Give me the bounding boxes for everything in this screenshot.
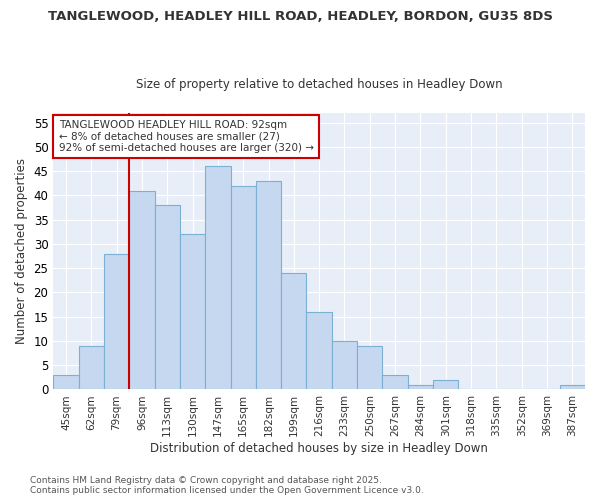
Bar bbox=[332, 341, 357, 390]
Bar bbox=[408, 384, 433, 390]
Y-axis label: Number of detached properties: Number of detached properties bbox=[15, 158, 28, 344]
Title: Size of property relative to detached houses in Headley Down: Size of property relative to detached ho… bbox=[136, 78, 502, 91]
Bar bbox=[205, 166, 230, 390]
Bar bbox=[256, 181, 281, 390]
Bar bbox=[53, 375, 79, 390]
Text: TANGLEWOOD, HEADLEY HILL ROAD, HEADLEY, BORDON, GU35 8DS: TANGLEWOOD, HEADLEY HILL ROAD, HEADLEY, … bbox=[47, 10, 553, 23]
Bar bbox=[230, 186, 256, 390]
Bar bbox=[155, 205, 180, 390]
Bar bbox=[382, 375, 408, 390]
X-axis label: Distribution of detached houses by size in Headley Down: Distribution of detached houses by size … bbox=[150, 442, 488, 455]
Text: TANGLEWOOD HEADLEY HILL ROAD: 92sqm
← 8% of detached houses are smaller (27)
92%: TANGLEWOOD HEADLEY HILL ROAD: 92sqm ← 8%… bbox=[59, 120, 314, 153]
Bar bbox=[307, 312, 332, 390]
Bar bbox=[357, 346, 382, 390]
Text: Contains HM Land Registry data © Crown copyright and database right 2025.
Contai: Contains HM Land Registry data © Crown c… bbox=[30, 476, 424, 495]
Bar bbox=[560, 384, 585, 390]
Bar bbox=[104, 254, 129, 390]
Bar bbox=[281, 273, 307, 390]
Bar bbox=[180, 234, 205, 390]
Bar bbox=[433, 380, 458, 390]
Bar bbox=[79, 346, 104, 390]
Bar bbox=[129, 190, 155, 390]
